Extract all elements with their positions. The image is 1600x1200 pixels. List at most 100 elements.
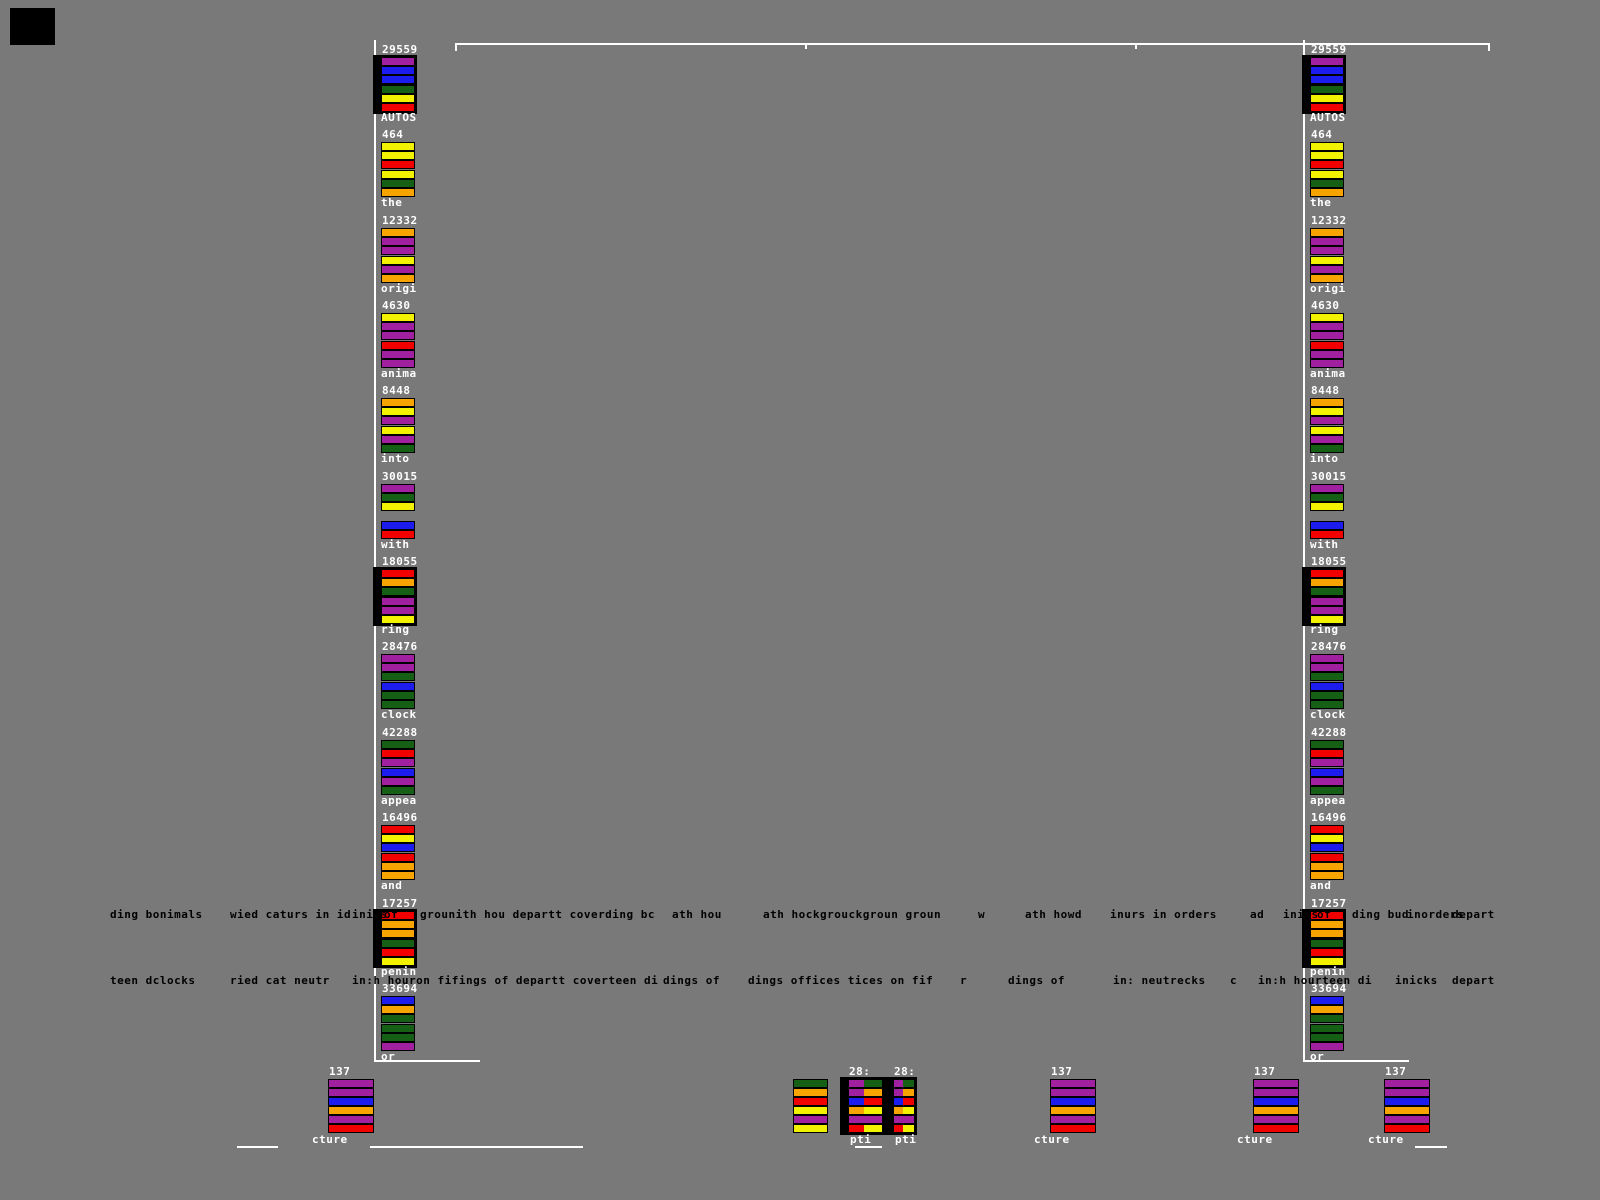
bar-segment — [381, 1014, 415, 1023]
stack-label: cture — [1368, 1133, 1404, 1146]
stack-value: 137 — [329, 1065, 351, 1078]
bar-segment — [793, 1106, 828, 1115]
bar-segment — [1310, 484, 1344, 493]
bar-segment — [381, 1042, 415, 1051]
bar-segment — [848, 1097, 883, 1106]
stack-label: AUTOS — [1310, 111, 1346, 124]
bar-segment — [1310, 407, 1344, 416]
stack-value: 30015 — [382, 470, 418, 483]
bar-segment-left-half — [849, 1089, 864, 1096]
bar-segment — [1310, 1033, 1344, 1042]
axis-foot-line — [374, 1060, 480, 1062]
bar-segment — [893, 1124, 915, 1133]
bar-segment-left-half — [849, 1107, 864, 1114]
bar-segment — [1310, 521, 1344, 530]
bar-segment-right-half — [903, 1125, 914, 1132]
bar-segment — [381, 957, 415, 966]
stack-value: 33694 — [1311, 982, 1347, 995]
bar-segment — [848, 1106, 883, 1115]
bar-segment — [1310, 94, 1344, 103]
bar-segment — [381, 749, 415, 758]
bar-segment — [1310, 749, 1344, 758]
bar-segment — [1310, 768, 1344, 777]
stack-value: 16496 — [1311, 811, 1347, 824]
bar-segment — [1310, 444, 1344, 453]
stack-label: the — [381, 196, 403, 209]
bar-segment — [381, 1033, 415, 1042]
bar-segment — [381, 853, 415, 862]
bar-segment — [381, 265, 415, 274]
bar-segment — [848, 1115, 883, 1124]
bar-segment — [381, 398, 415, 407]
bar-segment — [381, 654, 415, 663]
stack-label: with — [381, 538, 410, 551]
bar-segment — [1310, 426, 1344, 435]
bar-segment-left-half — [849, 1116, 864, 1123]
bar-segment — [793, 1088, 828, 1097]
bar-segment — [848, 1124, 883, 1133]
bar-segment — [1310, 57, 1344, 66]
bar-segment — [381, 691, 415, 700]
background-text: of — [384, 908, 399, 921]
bar-segment — [1310, 1024, 1344, 1033]
stack-value: 29559 — [1311, 43, 1347, 56]
stack-label: pti — [895, 1133, 917, 1146]
bar-segment-right-half — [863, 1116, 882, 1123]
stack-label: and — [1310, 879, 1332, 892]
bar-segment — [381, 322, 415, 331]
bar-segment — [1310, 256, 1344, 265]
bar-segment-left-half — [894, 1080, 903, 1087]
stack-value: 4630 — [1311, 299, 1340, 312]
bar-segment — [328, 1124, 374, 1133]
bar-segment — [1310, 948, 1344, 957]
bar-segment-left-half — [849, 1125, 864, 1132]
bar-segment — [381, 606, 415, 615]
stack-value: 137 — [1051, 1065, 1073, 1078]
background-text: inurs in orders — [1110, 908, 1217, 921]
bar-segment — [381, 871, 415, 880]
stack-label: appea — [1310, 794, 1346, 807]
bar-segment — [1310, 834, 1344, 843]
bar-segment — [381, 569, 415, 578]
bar-segment — [1310, 920, 1344, 929]
stack-value: 8448 — [1311, 384, 1340, 397]
bar-segment — [893, 1079, 915, 1088]
stack-value: 17257 — [382, 897, 418, 910]
bar-segment — [1310, 493, 1344, 502]
bar-segment — [1310, 274, 1344, 283]
background-text: ding bud — [1352, 908, 1409, 921]
bar-segment — [381, 246, 415, 255]
bar-segment — [1384, 1106, 1430, 1115]
bar-segment — [381, 663, 415, 672]
bar-segment — [381, 530, 415, 539]
bar-segment — [381, 1005, 415, 1014]
bar-segment — [381, 939, 415, 948]
bar-segment — [381, 758, 415, 767]
stack-value: 17257 — [1311, 897, 1347, 910]
bar-segment — [1310, 957, 1344, 966]
bar-segment — [381, 94, 415, 103]
bar-segment — [1310, 786, 1344, 795]
stack-value: 8448 — [382, 384, 411, 397]
bar-segment-right-half — [863, 1080, 882, 1087]
bar-segment — [381, 615, 415, 624]
bar-segment — [381, 672, 415, 681]
bar-segment — [1310, 179, 1344, 188]
stack-value: 16496 — [382, 811, 418, 824]
background-text: depart — [1452, 908, 1495, 921]
bar-segment — [328, 1079, 374, 1088]
bar-segment — [1384, 1088, 1430, 1097]
bar-segment-right-half — [863, 1125, 882, 1132]
background-text: ding bonimals — [110, 908, 203, 921]
bar-segment — [1310, 359, 1344, 368]
background-text: dings offices tices on fif — [748, 974, 934, 987]
bar-segment — [381, 920, 415, 929]
bar-segment — [1310, 843, 1344, 852]
bar-segment — [1310, 1042, 1344, 1051]
bar-segment — [1310, 341, 1344, 350]
bar-segment — [381, 57, 415, 66]
background-text: of — [1317, 908, 1332, 921]
bar-segment — [1310, 996, 1344, 1005]
bar-segment — [1253, 1097, 1299, 1106]
